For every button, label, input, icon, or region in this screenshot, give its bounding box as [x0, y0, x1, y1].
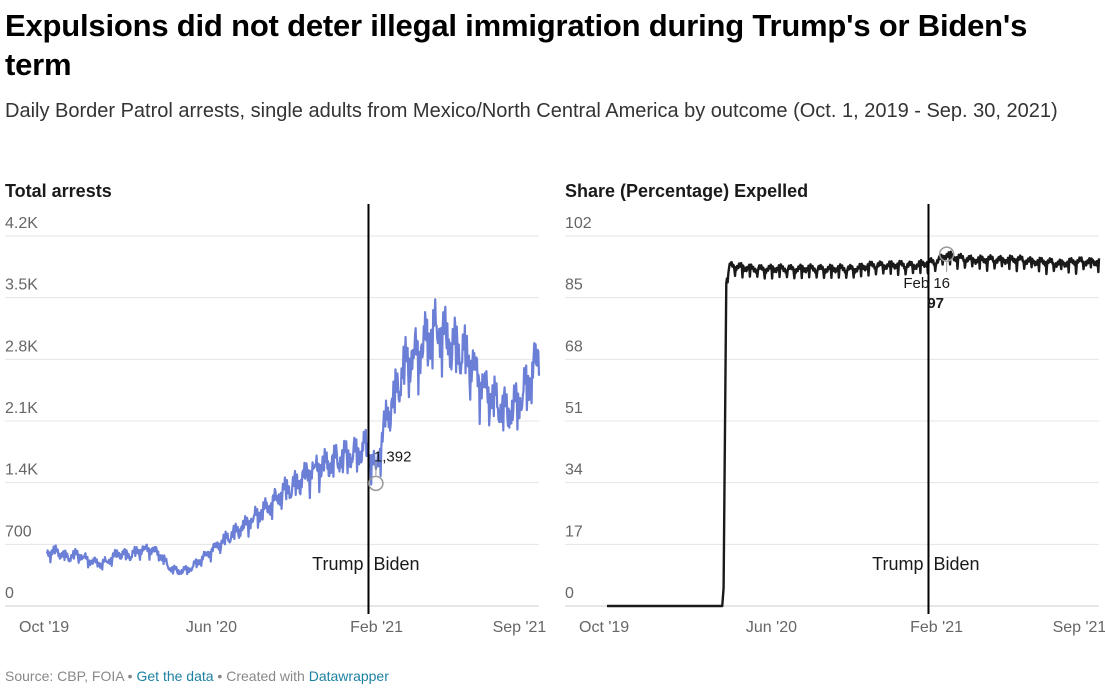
total-arrests-title: Total arrests: [5, 181, 112, 201]
y-tick-label: 0: [565, 585, 574, 602]
y-tick-label: 2.1K: [5, 400, 38, 417]
y-tick-label: 700: [5, 523, 32, 540]
trump-label: Trump: [312, 554, 363, 574]
y-tick-label: 34: [565, 462, 583, 479]
datawrapper-link[interactable]: Datawrapper: [308, 668, 389, 684]
biden-label: Biden: [933, 554, 979, 574]
total-arrests-plot: 0 700 1.4K 2.1K 2.8K 3.5K 4.2K Oct '19 Jun '20 Fe…: [5, 204, 547, 636]
y-tick-label: 68: [565, 338, 583, 355]
y-tick-label: 17: [565, 523, 583, 540]
footer-created-with: Created with: [226, 668, 305, 684]
x-tick-label: Jun '20: [746, 619, 797, 636]
x-tick-label: Sep '21: [493, 619, 547, 636]
share-expelled-title: Share (Percentage) Expelled: [565, 181, 809, 201]
biden-label: Biden: [373, 554, 419, 574]
total-arrests-chart: 0 700 1.4K 2.1K 2.8K 3.5K 4.2K Oct '19 Jun '20 Fe…: [0, 178, 547, 653]
share-expelled-plot: 0 17 34 51 68 85 102 Oct '19 Jun '20 Feb '21 Sep '…: [565, 204, 1105, 636]
footer-separator: •: [213, 668, 227, 684]
x-tick-label: Oct '19: [19, 619, 69, 636]
annotation-marker: [938, 246, 955, 262]
annotation-date: Feb 16: [903, 275, 950, 292]
share-expelled-chart: 0 17 34 51 68 85 102 Oct '19 Jun '20 Feb '21 Sep '…: [560, 178, 1105, 653]
x-tick-label: Feb '21: [910, 619, 963, 636]
series-line: [606, 250, 1101, 608]
footer-source: Source: CBP, FOIA: [5, 668, 124, 684]
y-tick-label: 0: [5, 585, 14, 602]
trump-label: Trump: [872, 554, 923, 574]
y-tick-label: 4.2K: [5, 215, 38, 232]
y-tick-label: 3.5K: [5, 277, 38, 294]
footer: Source: CBP, FOIA • Get the data • Creat…: [5, 668, 389, 684]
y-tick-label: 102: [565, 215, 592, 232]
x-tick-label: Sep '21: [1053, 619, 1105, 636]
y-tick-label: 1.4K: [5, 462, 38, 479]
chart-title: Expulsions did not deter illegal immigra…: [5, 8, 1028, 82]
get-the-data-link[interactable]: Get the data: [136, 668, 214, 684]
x-tick-label: Jun '20: [186, 619, 237, 636]
y-tick-label: 85: [565, 277, 583, 294]
chart-subtitle: Daily Border Patrol arrests, single adul…: [5, 100, 1058, 122]
x-tick-label: Oct '19: [579, 619, 629, 636]
series-line: [45, 298, 541, 576]
y-tick-label: 2.8K: [5, 338, 38, 355]
annotation-marker: [368, 475, 384, 492]
annotation-value: 1,392: [374, 448, 412, 465]
footer-separator: •: [123, 668, 137, 684]
x-tick-label: Feb '21: [350, 619, 403, 636]
y-tick-label: 51: [565, 400, 583, 417]
annotation-value: 97: [927, 295, 944, 312]
